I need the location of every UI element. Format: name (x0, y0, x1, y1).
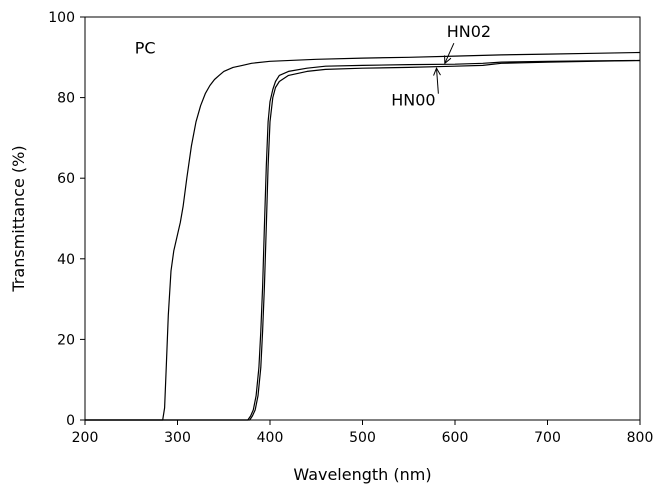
axis-ticks: 200 300 400 500 600 700 800 0 20 40 60 80 100 (48, 10, 653, 446)
series-lines (85, 51, 641, 421)
x-tick-label-500: 500 (349, 430, 376, 446)
series-label-pc: PC (135, 38, 156, 57)
series-line-pc (85, 51, 641, 421)
x-tick-label-600: 600 (442, 430, 469, 446)
x-tick-label-400: 400 (257, 430, 284, 446)
x-axis-title: Wavelength (nm) (293, 465, 431, 484)
y-tick-label-60: 60 (57, 171, 75, 187)
x-tick-label-300: 300 (164, 430, 191, 446)
x-tick-label-800: 800 (627, 430, 654, 446)
plot-area: 200 300 400 500 600 700 800 0 20 40 60 80 100 PC HN02… (48, 10, 653, 446)
plot-frame (84, 16, 641, 421)
y-tick-label-40: 40 (57, 252, 75, 268)
series-annotations: PC HN02 HN00 (135, 22, 491, 110)
x-tick-label-200: 200 (72, 430, 99, 446)
y-tick-label-0: 0 (66, 413, 75, 429)
y-tick-label-20: 20 (57, 332, 75, 348)
x-tick-label-700: 700 (534, 430, 561, 446)
y-axis-title: Transmittance (%) (9, 145, 28, 292)
arrow-hn02 (444, 42, 455, 65)
y-tick-label-80: 80 (57, 91, 75, 107)
series-label-hn02: HN02 (447, 22, 491, 41)
arrow-hn00 (433, 67, 441, 94)
series-line-hn02 (85, 59, 641, 421)
y-tick-label-100: 100 (48, 10, 75, 26)
series-line-hn00 (85, 59, 641, 421)
series-label-hn00: HN00 (391, 91, 435, 110)
